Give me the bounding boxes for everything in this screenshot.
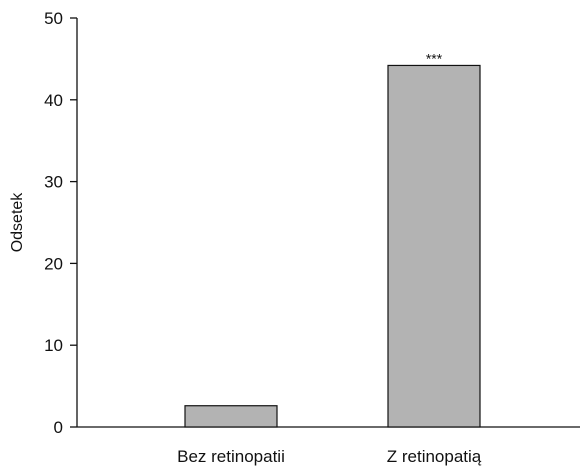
bar	[184, 405, 278, 428]
y-tick-label: 20	[44, 254, 63, 273]
x-axis: Bez retinopatii Z retinopatią	[77, 426, 580, 466]
y-tick-label: 10	[44, 336, 63, 355]
y-tick-label: 0	[54, 418, 63, 437]
significance-annotation: ***	[426, 50, 443, 66]
y-axis-title: Odsetek	[9, 192, 26, 253]
bar	[387, 64, 481, 428]
x-category-label: Bez retinopatii	[177, 447, 285, 466]
x-category-label: Z retinopatią	[387, 447, 482, 466]
y-axis: 0 10 20 30 40 50	[44, 9, 78, 437]
y-tick-label: 50	[44, 9, 63, 28]
y-tick-label: 40	[44, 91, 63, 110]
bars: ***	[184, 50, 481, 428]
y-tick-label: 30	[44, 173, 63, 192]
